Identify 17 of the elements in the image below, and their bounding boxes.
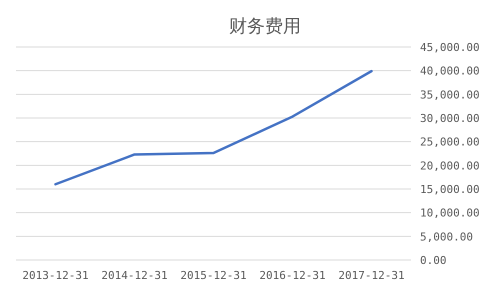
y-tick-label: 45,000.00 [420, 41, 480, 54]
y-tick-label: 25,000.00 [420, 136, 480, 149]
line-series [54, 70, 373, 186]
y-tick-label: 10,000.00 [420, 206, 480, 220]
chart-title: 财务费用 [229, 16, 301, 37]
y-tick-label: 30,000.00 [420, 112, 480, 125]
x-tick-label: 2016-12-31 [259, 269, 326, 282]
y-tick-label: 0.00 [420, 254, 446, 267]
y-tick-label: 20,000.00 [420, 159, 480, 172]
x-tick-label: 2017-12-31 [338, 269, 405, 282]
y-tick-label: 35,000.00 [420, 88, 480, 102]
y-tick-label: 40,000.00 [420, 64, 480, 78]
x-tick-label: 2013-12-31 [22, 269, 89, 282]
x-tick-label: 2014-12-31 [101, 269, 168, 282]
x-tick-label: 2015-12-31 [180, 269, 247, 282]
y-tick-label: 15,000.00 [420, 183, 480, 196]
y-tick-label: 5,000.00 [420, 230, 473, 244]
